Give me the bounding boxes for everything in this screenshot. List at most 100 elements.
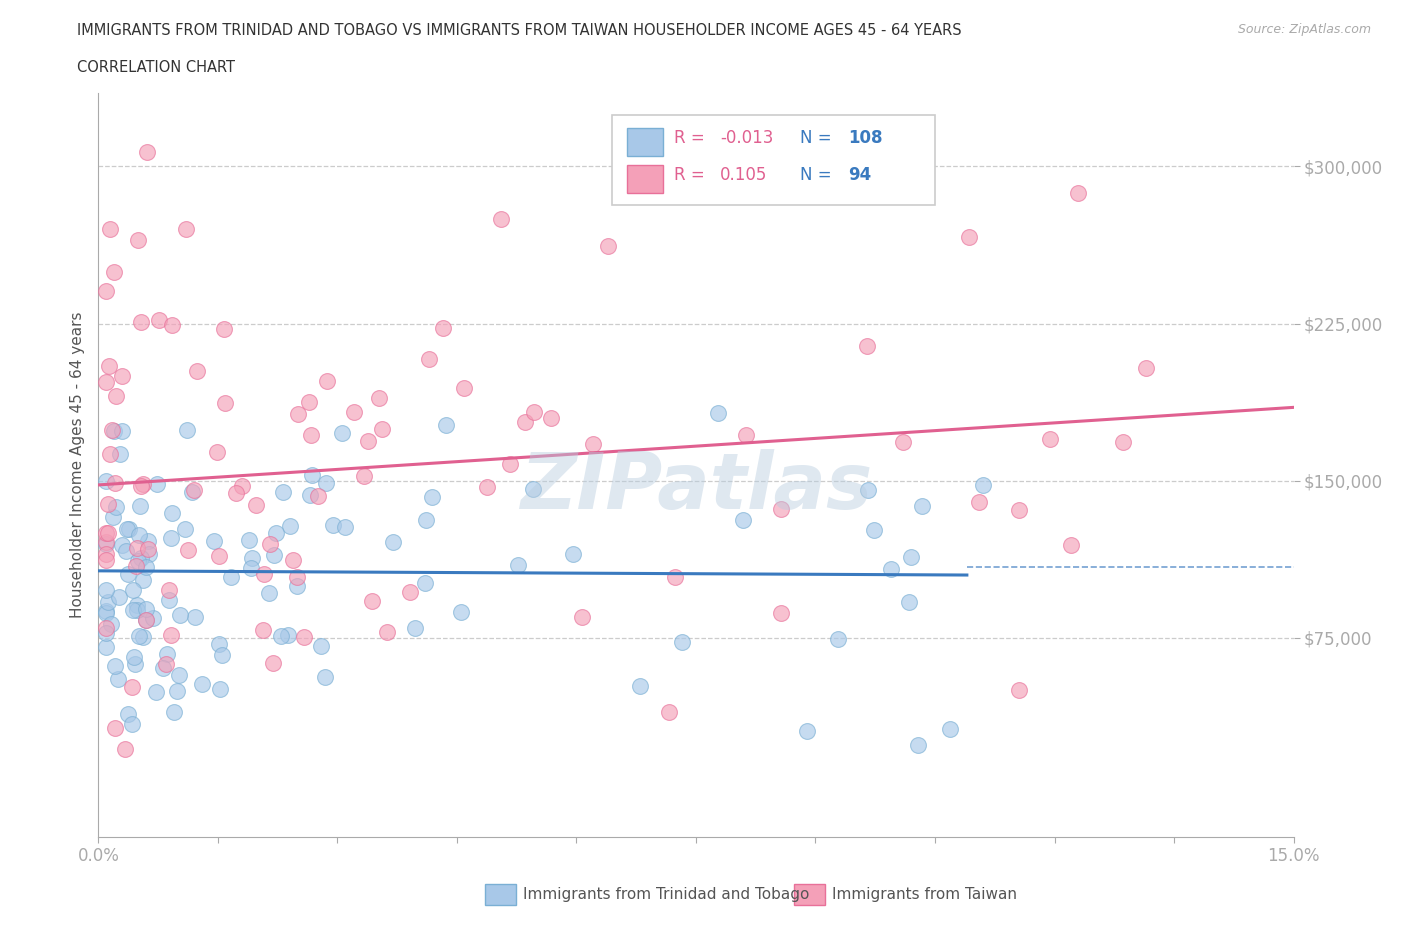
Point (582, 437, 605, 452)
Point (491, 211, 513, 226)
Point (173, 522, 195, 537)
Point (138, 546, 160, 561)
Point (96, 640, 118, 655)
Point (125, 558, 148, 573)
Text: 94: 94 (848, 166, 870, 184)
Point (136, 144, 159, 159)
Point (432, 320, 454, 335)
Point (100, 447, 122, 462)
Point (371, 421, 394, 436)
Point (911, 499, 934, 514)
FancyBboxPatch shape (485, 884, 516, 905)
Point (96, 582, 118, 597)
Point (413, 576, 436, 591)
Point (111, 424, 134, 439)
Point (450, 604, 472, 619)
Point (658, 705, 681, 720)
Point (671, 634, 693, 649)
Point (117, 522, 139, 537)
Point (96, 605, 118, 620)
Point (135, 612, 157, 627)
Point (309, 639, 332, 654)
FancyBboxPatch shape (613, 115, 935, 205)
Point (111, 538, 134, 552)
Point (231, 478, 253, 493)
Point (353, 469, 375, 484)
Point (285, 569, 308, 584)
Point (97, 525, 120, 540)
Point (375, 625, 398, 640)
Point (1059, 538, 1081, 552)
Point (506, 558, 529, 573)
Point (205, 445, 228, 459)
Point (863, 523, 886, 538)
Point (858, 483, 880, 498)
Point (132, 476, 155, 491)
Point (1066, 185, 1088, 200)
Point (125, 540, 148, 555)
Point (156, 647, 179, 662)
Text: Source: ZipAtlas.com: Source: ZipAtlas.com (1237, 23, 1371, 36)
Y-axis label: Householder Income Ages 45 - 64 years: Householder Income Ages 45 - 64 years (69, 312, 84, 618)
Point (107, 671, 129, 686)
Point (184, 609, 207, 624)
Point (939, 722, 962, 737)
Point (101, 510, 124, 525)
Point (240, 561, 263, 576)
Point (1008, 683, 1031, 698)
Point (515, 415, 537, 430)
FancyBboxPatch shape (627, 166, 662, 193)
Point (128, 628, 150, 643)
Point (96, 621, 118, 636)
Point (131, 314, 153, 329)
Point (177, 542, 200, 557)
Point (571, 609, 593, 624)
Point (145, 684, 167, 699)
Point (957, 230, 980, 245)
Text: Immigrants from Taiwan: Immigrants from Taiwan (832, 887, 1018, 902)
Point (453, 380, 475, 395)
Point (180, 485, 202, 499)
Point (523, 405, 546, 419)
Text: IMMIGRANTS FROM TRINIDAD AND TOBAGO VS IMMIGRANTS FROM TAIWAN HOUSEHOLDER INCOME: IMMIGRANTS FROM TRINIDAD AND TOBAGO VS I… (77, 23, 962, 38)
Point (103, 265, 125, 280)
Point (301, 468, 323, 483)
Point (104, 658, 127, 673)
Point (98, 221, 121, 236)
Point (191, 677, 214, 692)
Point (827, 632, 849, 647)
Point (104, 721, 127, 736)
Point (907, 737, 929, 752)
Point (322, 517, 344, 532)
FancyBboxPatch shape (627, 128, 662, 156)
Point (214, 395, 236, 410)
Point (98, 358, 121, 373)
Point (856, 339, 879, 353)
Point (245, 498, 267, 512)
Point (129, 478, 152, 493)
Point (96, 552, 118, 567)
Point (104, 389, 127, 404)
Point (382, 534, 405, 549)
Point (125, 603, 148, 618)
Point (125, 597, 148, 612)
Point (273, 485, 295, 500)
Point (270, 628, 292, 643)
Point (307, 489, 329, 504)
Point (169, 668, 191, 683)
Point (263, 548, 285, 563)
Point (418, 352, 440, 366)
Point (707, 406, 730, 421)
Point (208, 682, 231, 697)
Point (225, 485, 247, 500)
Point (434, 418, 457, 432)
Point (219, 569, 242, 584)
Point (733, 512, 755, 527)
Point (1111, 434, 1133, 449)
Point (131, 551, 153, 565)
Point (212, 322, 235, 337)
Point (770, 501, 793, 516)
Point (330, 426, 353, 441)
Point (117, 707, 139, 722)
Point (124, 657, 146, 671)
